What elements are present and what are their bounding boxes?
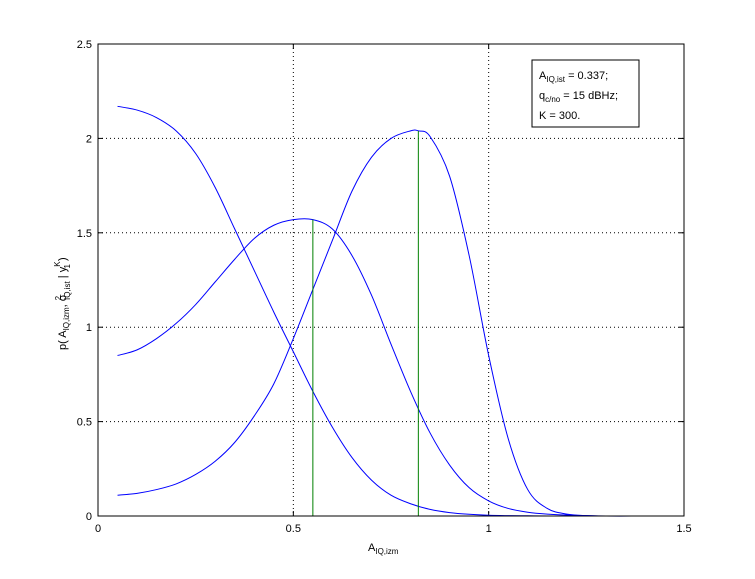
x-tick-label: 0	[95, 523, 101, 535]
x-axis-label: AIQ,izm	[368, 542, 399, 556]
series-line-2	[117, 218, 684, 517]
x-tick-label: 0.5	[286, 523, 301, 535]
y-tick-label: 2.5	[77, 39, 92, 51]
plot-frame	[97, 43, 685, 517]
y-tick-label: 2	[86, 133, 92, 145]
ticks: 0 0.5 1 1.5 0 0.5 1 1.5 2 2.5	[77, 39, 692, 535]
legend-line-1: AIQ,ist = 0.337;	[539, 70, 608, 84]
y-tick-label: 0.5	[77, 417, 92, 429]
y-tick-label: 1.5	[77, 228, 92, 240]
legend-line-3: K = 300.	[539, 110, 580, 122]
y-axis-label: p( AIQ,izm, σ2IQ,ist | yK1 )	[53, 257, 72, 350]
y-tick-label: 1	[86, 322, 92, 334]
legend: AIQ,ist = 0.337; qc/no = 15 dBHz; K = 30…	[531, 59, 640, 128]
legend-line-2: qc/no = 15 dBHz;	[539, 90, 618, 104]
x-tick-label: 1	[486, 523, 492, 535]
y-tick-label: 0	[86, 511, 92, 523]
marker-lines	[312, 130, 419, 516]
series-line-3	[117, 129, 684, 517]
legend-box	[531, 59, 640, 128]
x-tick-label: 1.5	[676, 523, 691, 535]
grid	[98, 44, 684, 516]
